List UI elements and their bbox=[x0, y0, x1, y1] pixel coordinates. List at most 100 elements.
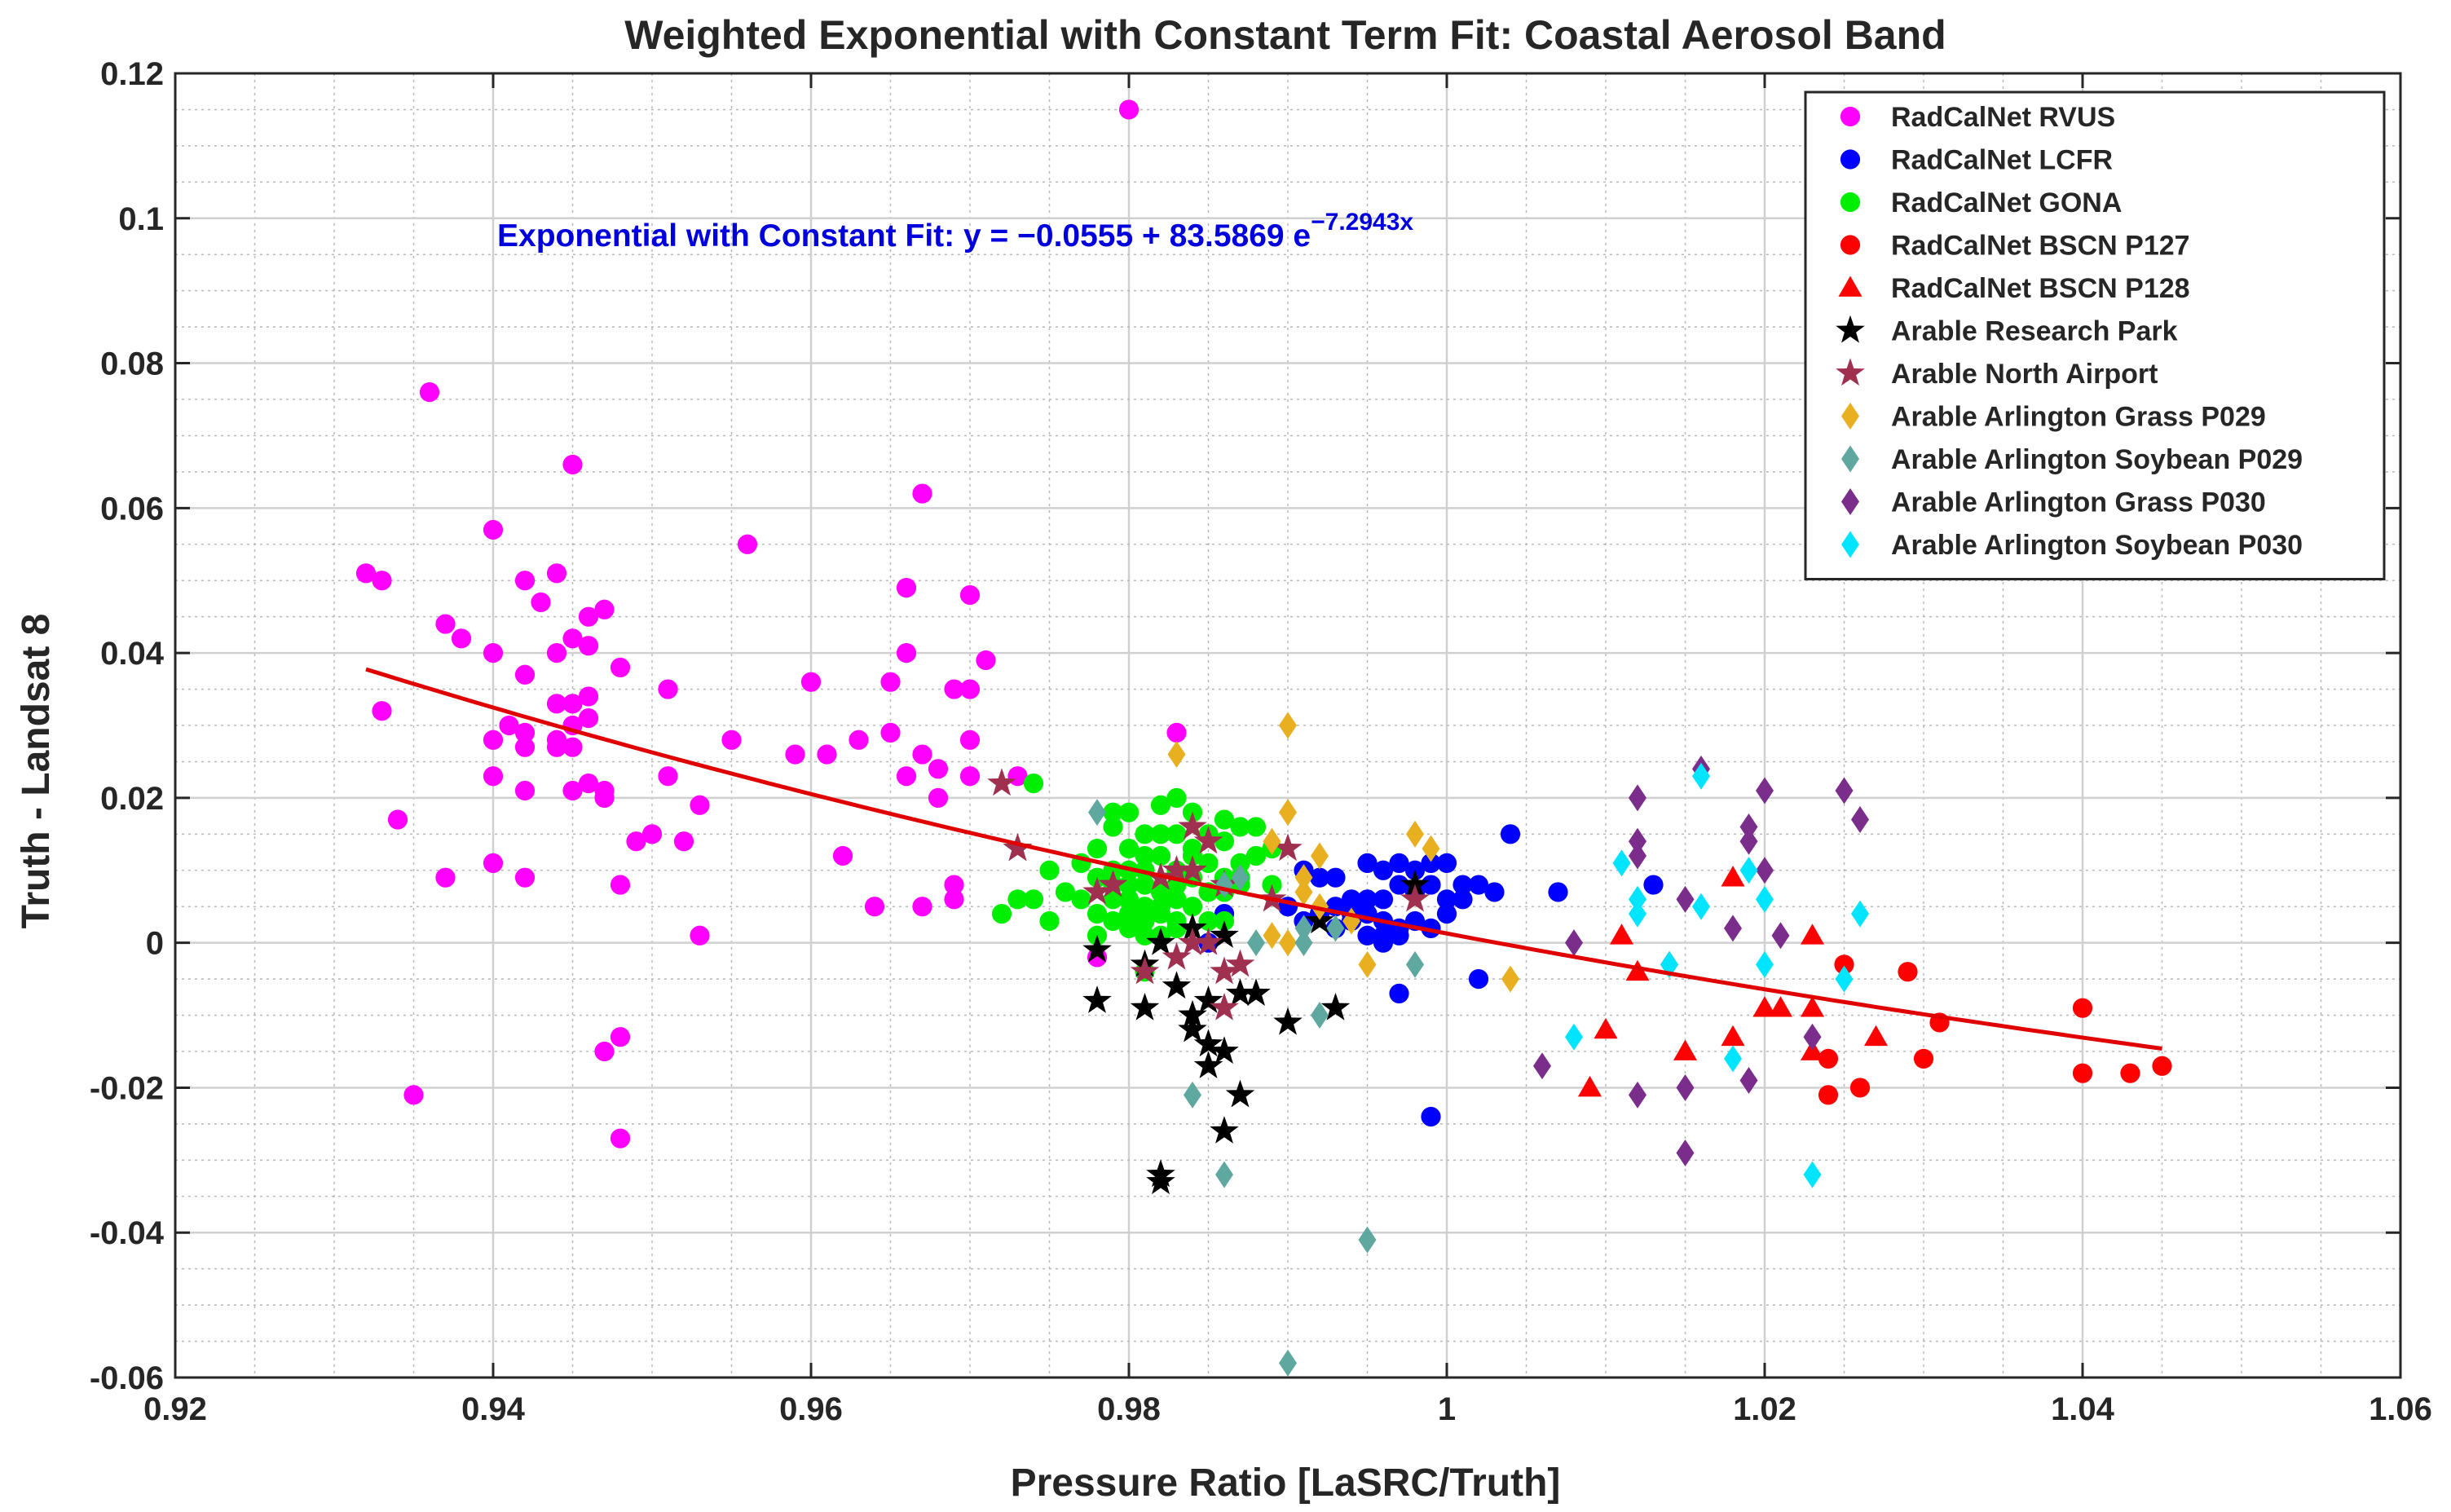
data-point bbox=[1082, 876, 1112, 905]
data-point bbox=[880, 672, 901, 692]
data-point bbox=[1150, 882, 1171, 902]
data-point bbox=[1082, 934, 1112, 963]
legend-marker bbox=[1841, 488, 1859, 515]
data-point bbox=[1548, 882, 1568, 902]
data-point bbox=[1279, 799, 1297, 827]
data-point bbox=[1389, 983, 1409, 1003]
data-point bbox=[1800, 996, 1825, 1017]
data-point bbox=[1023, 774, 1044, 794]
data-point bbox=[721, 730, 742, 750]
data-point bbox=[1178, 811, 1207, 840]
data-point bbox=[1210, 1036, 1239, 1065]
data-point bbox=[562, 454, 583, 475]
data-point bbox=[1166, 787, 1187, 808]
data-point bbox=[1294, 864, 1313, 892]
data-point bbox=[1087, 904, 1108, 924]
legend-label: Arable Arlington Grass P030 bbox=[1891, 487, 2266, 518]
data-point bbox=[1565, 929, 1583, 957]
data-point bbox=[1565, 1023, 1583, 1051]
data-point bbox=[912, 897, 932, 917]
data-point bbox=[514, 780, 536, 801]
x-tick-label: 0.96 bbox=[779, 1391, 843, 1427]
data-point bbox=[1118, 904, 1140, 924]
data-point bbox=[1225, 949, 1255, 977]
data-point bbox=[1756, 950, 1774, 978]
data-point bbox=[514, 737, 536, 757]
data-point bbox=[1245, 845, 1267, 866]
data-point bbox=[1389, 875, 1409, 895]
data-point bbox=[1162, 941, 1192, 970]
data-point bbox=[641, 824, 663, 844]
data-point bbox=[1673, 1039, 1698, 1060]
data-point bbox=[1087, 839, 1108, 859]
data-point bbox=[578, 606, 599, 627]
y-tick-label: 0.08 bbox=[100, 346, 164, 382]
data-point bbox=[1088, 799, 1106, 827]
data-point bbox=[928, 759, 949, 779]
y-tick-label: 0.02 bbox=[100, 781, 164, 817]
data-point bbox=[658, 766, 678, 787]
data-point bbox=[514, 571, 536, 591]
data-point bbox=[578, 774, 599, 794]
data-point bbox=[1629, 842, 1646, 870]
x-tick-label: 0.98 bbox=[1097, 1391, 1161, 1427]
series-radcalnet-rvus bbox=[355, 99, 1187, 1148]
legend-label: RadCalNet LCFR bbox=[1891, 145, 2113, 176]
data-point bbox=[1166, 824, 1187, 844]
data-point bbox=[1629, 827, 1646, 855]
legend-marker bbox=[1841, 403, 1859, 430]
data-point bbox=[1279, 929, 1297, 957]
data-point bbox=[1389, 853, 1409, 873]
data-point bbox=[1166, 918, 1187, 938]
data-point bbox=[1182, 839, 1203, 859]
data-point bbox=[1406, 820, 1424, 848]
data-point bbox=[1851, 806, 1869, 834]
legend-marker bbox=[1840, 235, 1861, 255]
data-point bbox=[578, 686, 599, 707]
data-point bbox=[1023, 889, 1044, 910]
y-tick-label: 0.04 bbox=[100, 636, 165, 672]
x-tick-label: 1 bbox=[1438, 1391, 1456, 1427]
data-point bbox=[959, 766, 981, 787]
y-tick-label: 0.1 bbox=[118, 201, 164, 237]
data-point bbox=[1800, 924, 1825, 945]
data-point bbox=[2120, 1063, 2140, 1083]
data-point bbox=[1358, 950, 1377, 978]
data-point bbox=[944, 875, 964, 895]
data-point bbox=[1421, 875, 1441, 895]
data-point bbox=[1178, 855, 1207, 883]
data-point bbox=[1373, 932, 1394, 953]
chart-title: Weighted Exponential with Constant Term … bbox=[624, 12, 1946, 58]
legend-marker bbox=[1840, 106, 1861, 127]
legend-marker bbox=[1841, 531, 1859, 558]
data-point bbox=[1468, 875, 1489, 895]
data-point bbox=[1835, 965, 1854, 993]
data-point bbox=[1241, 978, 1271, 1007]
data-point bbox=[546, 694, 567, 714]
data-point bbox=[1500, 824, 1521, 844]
data-point bbox=[1279, 1349, 1297, 1377]
data-point bbox=[1162, 855, 1192, 883]
data-point bbox=[1178, 1014, 1207, 1043]
data-point bbox=[1421, 853, 1441, 873]
data-point bbox=[1210, 1116, 1239, 1144]
data-point bbox=[1721, 866, 1745, 887]
data-point bbox=[355, 563, 377, 584]
data-point bbox=[1625, 959, 1650, 981]
data-point bbox=[896, 643, 917, 663]
data-point bbox=[1118, 839, 1140, 859]
data-point bbox=[1676, 1073, 1695, 1101]
data-point bbox=[1198, 853, 1219, 873]
data-point bbox=[1130, 956, 1160, 985]
data-point bbox=[1150, 824, 1171, 844]
data-point bbox=[1756, 885, 1774, 913]
fit-equation-text: Exponential with Constant Fit: y = −0.05… bbox=[497, 218, 1311, 253]
data-point bbox=[1007, 889, 1028, 910]
data-point bbox=[976, 650, 996, 671]
data-point bbox=[1193, 826, 1223, 854]
data-point bbox=[1643, 875, 1664, 895]
legend-label: RadCalNet BSCN P128 bbox=[1891, 273, 2190, 304]
data-point bbox=[1436, 853, 1457, 873]
data-point bbox=[578, 636, 599, 656]
